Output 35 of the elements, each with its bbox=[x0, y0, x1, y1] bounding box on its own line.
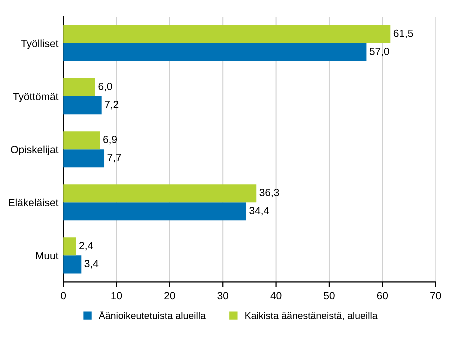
x-tick-label: 60 bbox=[377, 292, 388, 300]
data-label: 7,2 bbox=[105, 100, 119, 110]
data-label: 36,3 bbox=[260, 189, 280, 198]
y-tick-label: Työttömät bbox=[13, 93, 59, 102]
data-label: 34,4 bbox=[250, 207, 270, 216]
x-tick-label: 10 bbox=[112, 292, 122, 300]
x-tick-label: 30 bbox=[218, 292, 228, 300]
bar bbox=[64, 25, 391, 44]
x-tick-label: 20 bbox=[164, 292, 176, 300]
data-label: 7,7 bbox=[108, 154, 122, 163]
data-label: 57,0 bbox=[370, 48, 390, 57]
bar bbox=[64, 44, 367, 62]
bar bbox=[64, 150, 105, 168]
x-tick-label: 0 bbox=[61, 292, 66, 300]
data-label: 6,0 bbox=[98, 82, 112, 92]
data-label: 61,5 bbox=[394, 30, 414, 39]
y-tick-label: Opiskelijat bbox=[11, 146, 59, 156]
data-label: 6,9 bbox=[104, 136, 118, 145]
x-tick-label: 50 bbox=[324, 292, 335, 300]
legend-label: Äänioikeutetuista alueilla bbox=[98, 311, 206, 320]
data-label: 3,4 bbox=[84, 260, 99, 269]
bar bbox=[64, 96, 102, 115]
bar bbox=[64, 256, 82, 274]
y-tick-label: Muut bbox=[36, 252, 59, 260]
legend-label: Kaikista äänestäneistä, alueilla bbox=[246, 312, 378, 320]
bar bbox=[64, 202, 247, 221]
bar bbox=[64, 184, 257, 203]
x-tick-label: 40 bbox=[270, 292, 282, 300]
bar bbox=[64, 132, 100, 150]
bar bbox=[64, 78, 96, 97]
y-tick-label: Työlliset bbox=[21, 40, 59, 50]
x-tick-label: 70 bbox=[430, 292, 442, 300]
y-tick-label: Eläkeläiset bbox=[9, 198, 59, 207]
bar bbox=[64, 238, 76, 256]
data-label: 2,4 bbox=[80, 242, 94, 251]
